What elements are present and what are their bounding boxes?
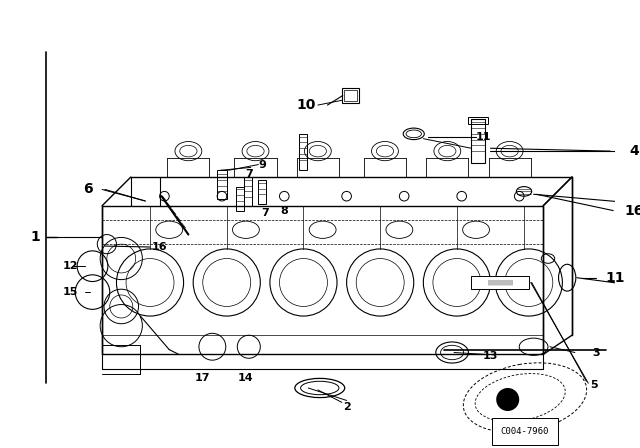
Bar: [259, 180, 266, 204]
Text: 7: 7: [261, 208, 269, 219]
Text: 16: 16: [152, 242, 168, 252]
Text: 11: 11: [476, 132, 492, 142]
Text: 11: 11: [605, 271, 625, 284]
Text: 10: 10: [297, 98, 316, 112]
Bar: [471, 276, 529, 289]
Bar: [236, 187, 244, 211]
Circle shape: [217, 191, 227, 201]
Text: C004-7960: C004-7960: [500, 426, 549, 435]
Circle shape: [159, 191, 169, 201]
Text: 16: 16: [625, 203, 640, 218]
Text: 15: 15: [63, 287, 78, 297]
Text: 1: 1: [30, 230, 40, 245]
Bar: [471, 120, 484, 163]
Text: 2: 2: [343, 402, 351, 412]
Text: 8: 8: [280, 206, 288, 215]
Circle shape: [342, 191, 351, 201]
Bar: [244, 177, 252, 206]
Bar: [468, 116, 488, 124]
Circle shape: [515, 191, 524, 201]
Text: 7: 7: [245, 169, 253, 179]
Bar: [344, 90, 357, 101]
Circle shape: [457, 191, 467, 201]
Bar: [299, 134, 307, 170]
Bar: [342, 88, 359, 103]
Text: 9: 9: [259, 159, 266, 169]
Circle shape: [496, 388, 519, 411]
Text: 4: 4: [629, 144, 639, 158]
Text: 6: 6: [83, 182, 93, 197]
Text: |||||||||||||: |||||||||||||: [487, 280, 513, 285]
Circle shape: [399, 191, 409, 201]
Text: 5: 5: [590, 380, 598, 390]
Text: 13: 13: [483, 351, 498, 362]
Circle shape: [280, 191, 289, 201]
Bar: [217, 170, 227, 199]
Text: 3: 3: [592, 348, 600, 358]
Text: 14: 14: [238, 373, 253, 383]
Text: 12: 12: [63, 261, 78, 271]
Text: 17: 17: [195, 373, 211, 383]
